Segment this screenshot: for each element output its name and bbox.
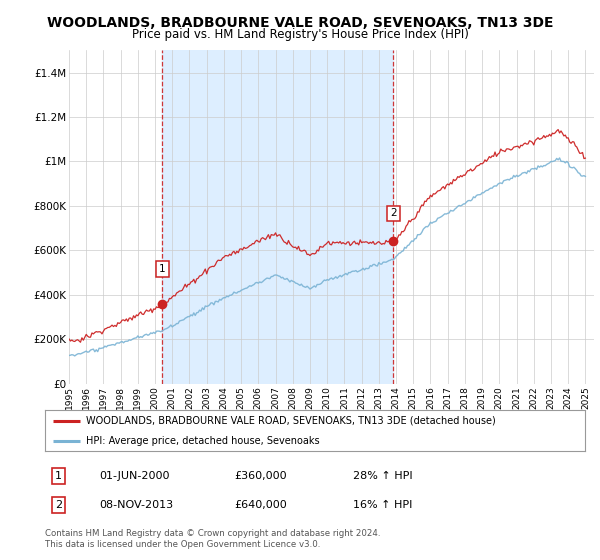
Text: 1: 1 <box>55 471 62 481</box>
Text: 2: 2 <box>55 500 62 510</box>
Text: 16% ↑ HPI: 16% ↑ HPI <box>353 500 412 510</box>
Text: 1: 1 <box>159 264 166 274</box>
Text: 2: 2 <box>390 208 397 218</box>
Text: £640,000: £640,000 <box>234 500 287 510</box>
Text: WOODLANDS, BRADBOURNE VALE ROAD, SEVENOAKS, TN13 3DE (detached house): WOODLANDS, BRADBOURNE VALE ROAD, SEVENOA… <box>86 416 495 426</box>
Text: £360,000: £360,000 <box>234 471 287 481</box>
Text: Price paid vs. HM Land Registry's House Price Index (HPI): Price paid vs. HM Land Registry's House … <box>131 28 469 41</box>
Bar <box>162 50 394 384</box>
Text: 28% ↑ HPI: 28% ↑ HPI <box>353 471 412 481</box>
Text: HPI: Average price, detached house, Sevenoaks: HPI: Average price, detached house, Seve… <box>86 436 319 446</box>
Text: WOODLANDS, BRADBOURNE VALE ROAD, SEVENOAKS, TN13 3DE: WOODLANDS, BRADBOURNE VALE ROAD, SEVENOA… <box>47 16 553 30</box>
Text: 01-JUN-2000: 01-JUN-2000 <box>99 471 170 481</box>
Text: 08-NOV-2013: 08-NOV-2013 <box>99 500 173 510</box>
Text: Contains HM Land Registry data © Crown copyright and database right 2024.
This d: Contains HM Land Registry data © Crown c… <box>45 529 380 549</box>
